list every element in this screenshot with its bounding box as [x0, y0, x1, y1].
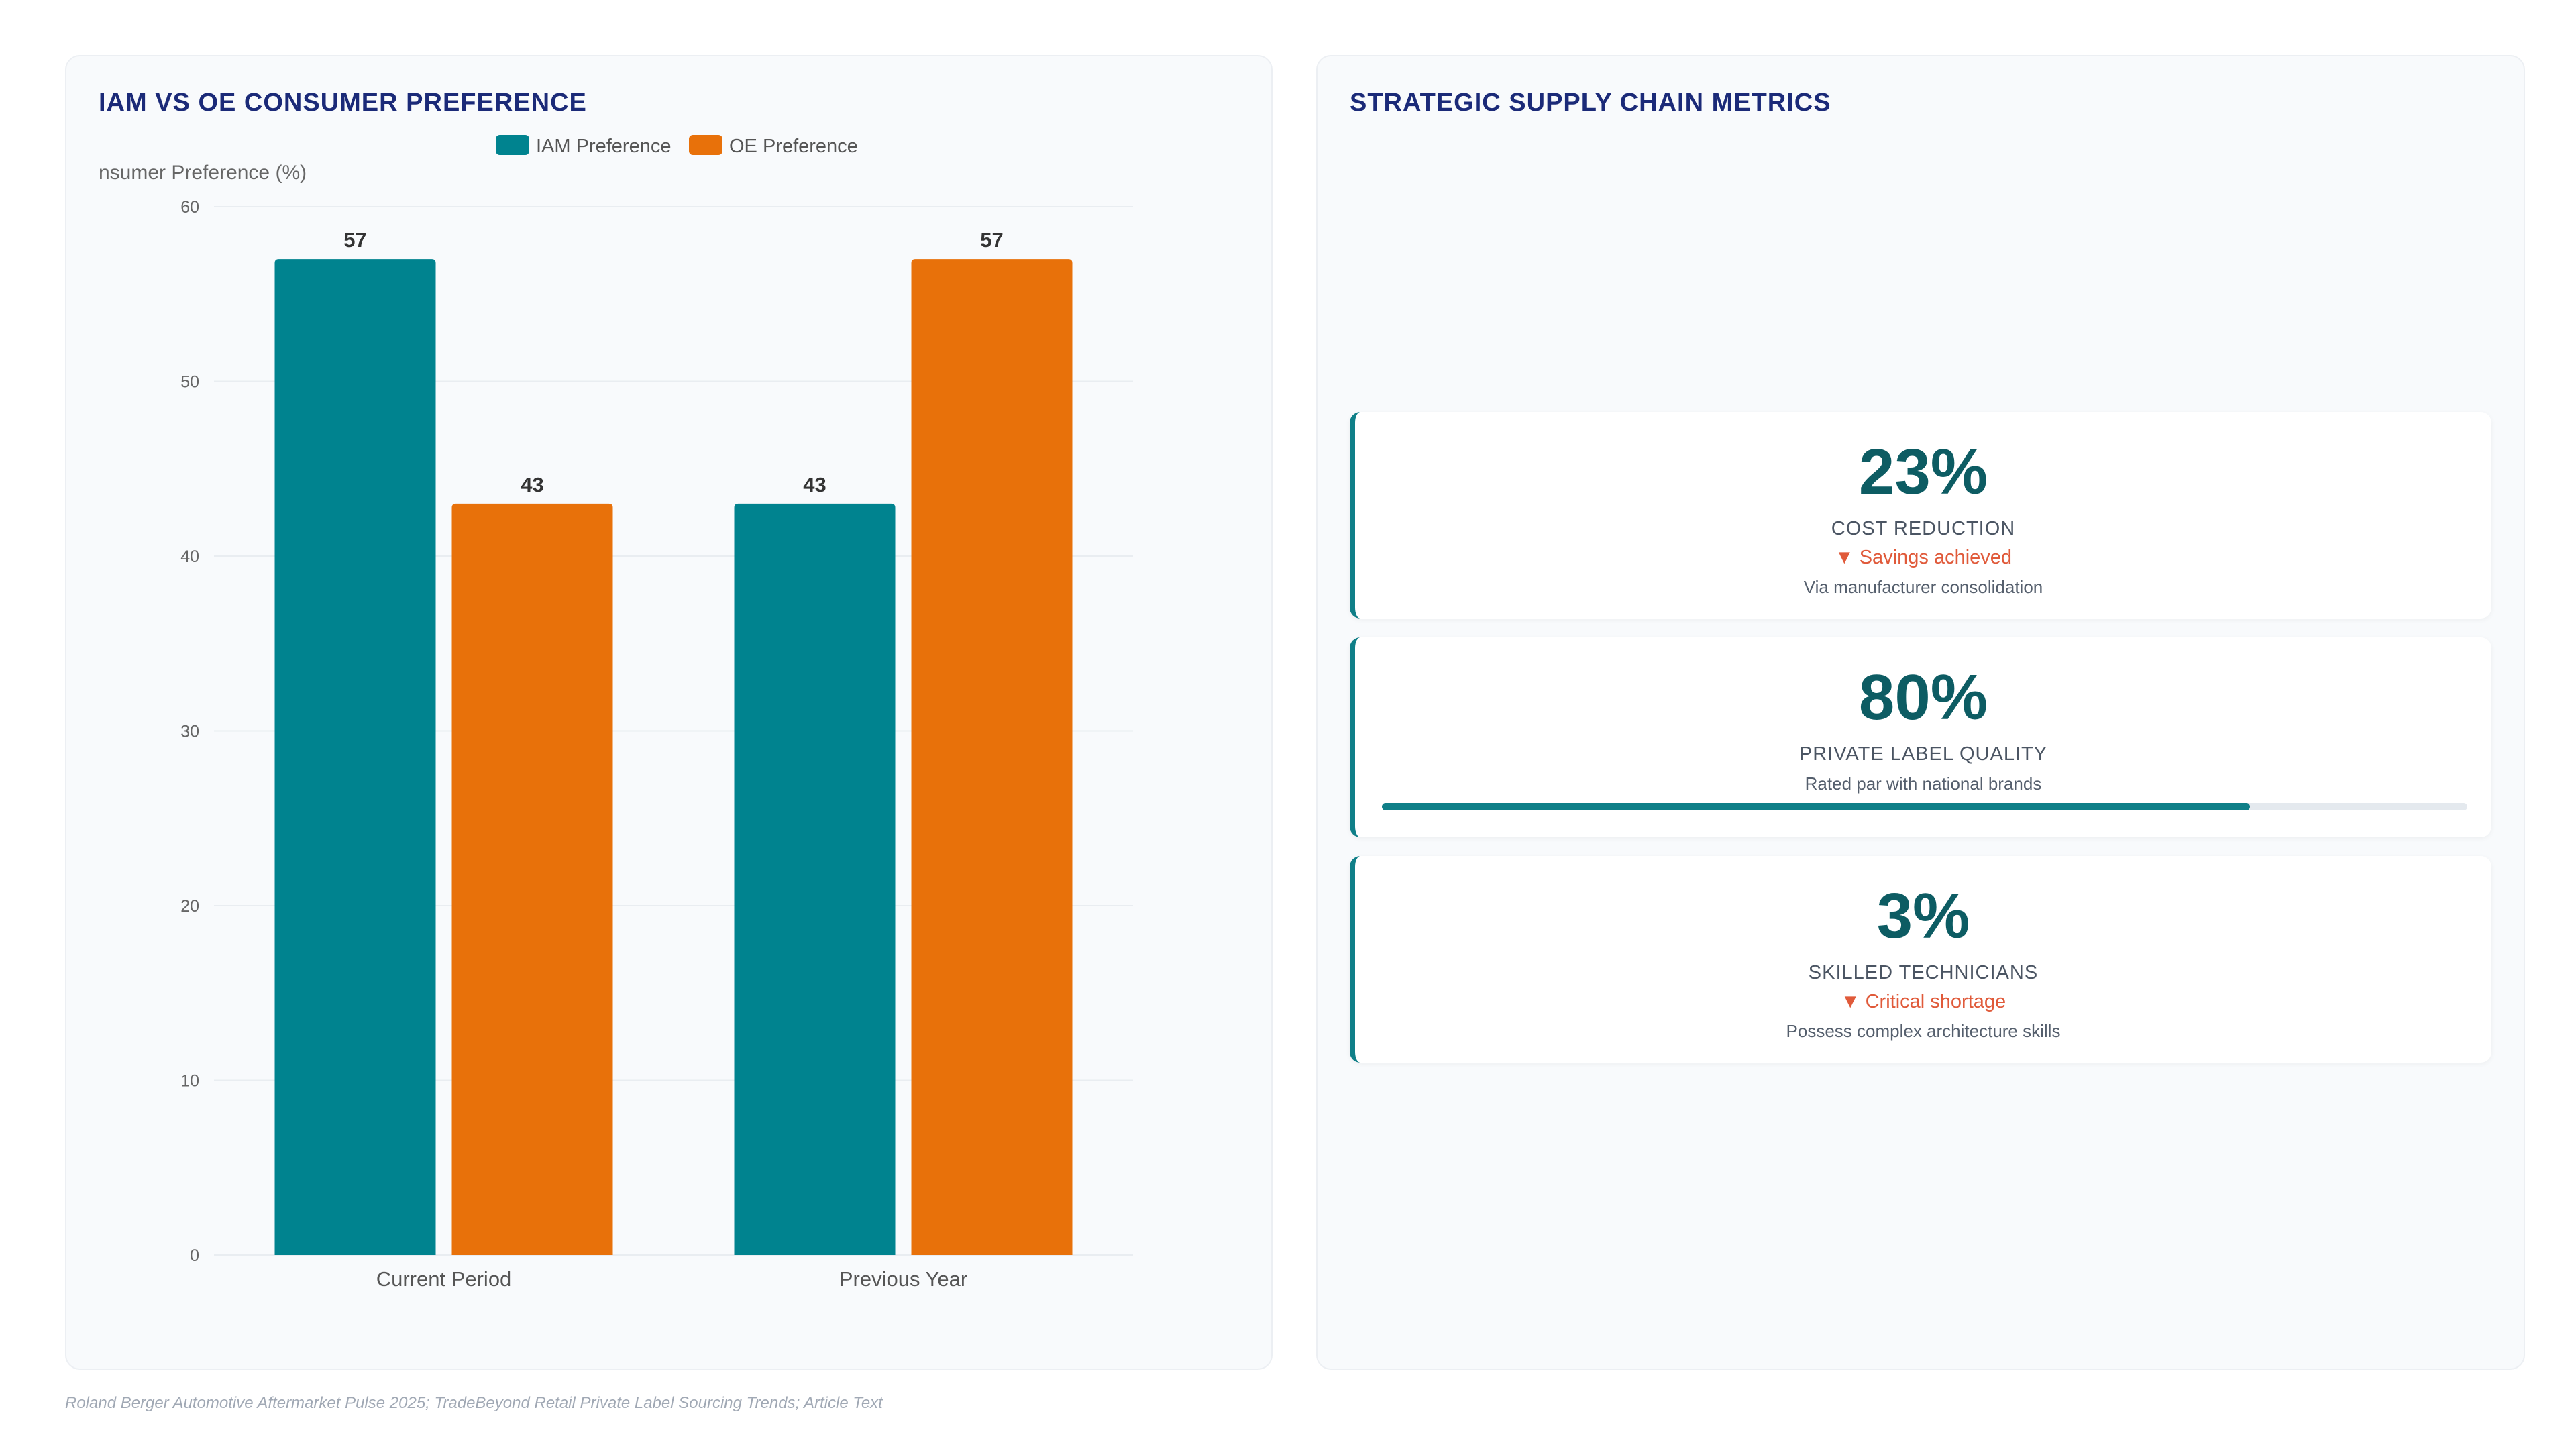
legend-swatch [689, 135, 722, 155]
data-label: 43 [521, 473, 543, 496]
chart-panel: IAM VS OE CONSUMER PREFERENCE 0 10 20 30 40 5… [65, 55, 1273, 1370]
bar-chart: 0 10 20 30 40 50 60 nsumer Preference (%) IAM Pr… [99, 135, 1133, 1291]
metric-card-cost-reduction: 23% COST REDUCTION ▼ Savings achieved Vi… [1350, 412, 2491, 619]
data-label: 43 [803, 473, 826, 496]
legend-label: OE Preference [729, 136, 858, 157]
metric-label: PRIVATE LABEL QUALITY [1799, 743, 2048, 765]
y-tick-label: 50 [180, 373, 199, 392]
y-tick-label: 30 [180, 722, 199, 741]
metric-value: 3% [1876, 880, 1970, 952]
metric-label: SKILLED TECHNICIANS [1808, 962, 2039, 983]
metrics-panel: STRATEGIC SUPPLY CHAIN METRICS 23% COST … [1316, 55, 2525, 1370]
progress-bar-fill [1382, 803, 2251, 810]
y-tick-label: 40 [180, 547, 199, 566]
y-tick-label: 0 [190, 1246, 199, 1265]
data-label: 57 [343, 228, 366, 252]
metric-description: Via manufacturer consolidation [1803, 577, 2043, 597]
metrics-title: STRATEGIC SUPPLY CHAIN METRICS [1350, 89, 1831, 117]
y-axis-title: nsumer Preference (%) [99, 162, 307, 184]
x-tick-label: Current Period [376, 1267, 512, 1291]
metric-cards: 23% COST REDUCTION ▼ Savings achieved Vi… [1350, 412, 2491, 1081]
bar [734, 503, 896, 1255]
y-tick-label: 10 [180, 1072, 199, 1091]
metric-card-skilled-technicians: 3% SKILLED TECHNICIANS ▼ Critical shorta… [1350, 856, 2491, 1063]
x-tick-label: Previous Year [839, 1267, 967, 1291]
legend-swatch [496, 135, 529, 155]
source-note: Roland Berger Automotive Aftermarket Pul… [65, 1394, 883, 1412]
bar [911, 259, 1073, 1255]
legend-label: IAM Preference [536, 136, 671, 157]
metric-value: 23% [1858, 436, 1988, 508]
y-tick-label: 60 [180, 198, 199, 217]
bar [451, 503, 613, 1255]
data-label: 57 [980, 228, 1003, 252]
metric-description: Possess complex architecture skills [1786, 1021, 2061, 1041]
metric-trend: ▼ Critical shortage [1840, 991, 2006, 1012]
y-tick-label: 20 [180, 897, 199, 916]
metric-value: 80% [1858, 661, 1988, 733]
bar [274, 259, 436, 1255]
metric-label: COST REDUCTION [1831, 518, 2016, 539]
metric-trend: ▼ Savings achieved [1834, 547, 2012, 568]
metric-card-private-label-quality: 80% PRIVATE LABEL QUALITY Rated par with… [1350, 637, 2491, 837]
progress-bar [1382, 803, 2467, 810]
chart-title: IAM VS OE CONSUMER PREFERENCE [99, 89, 587, 117]
metric-description: Rated par with national brands [1805, 773, 2042, 794]
